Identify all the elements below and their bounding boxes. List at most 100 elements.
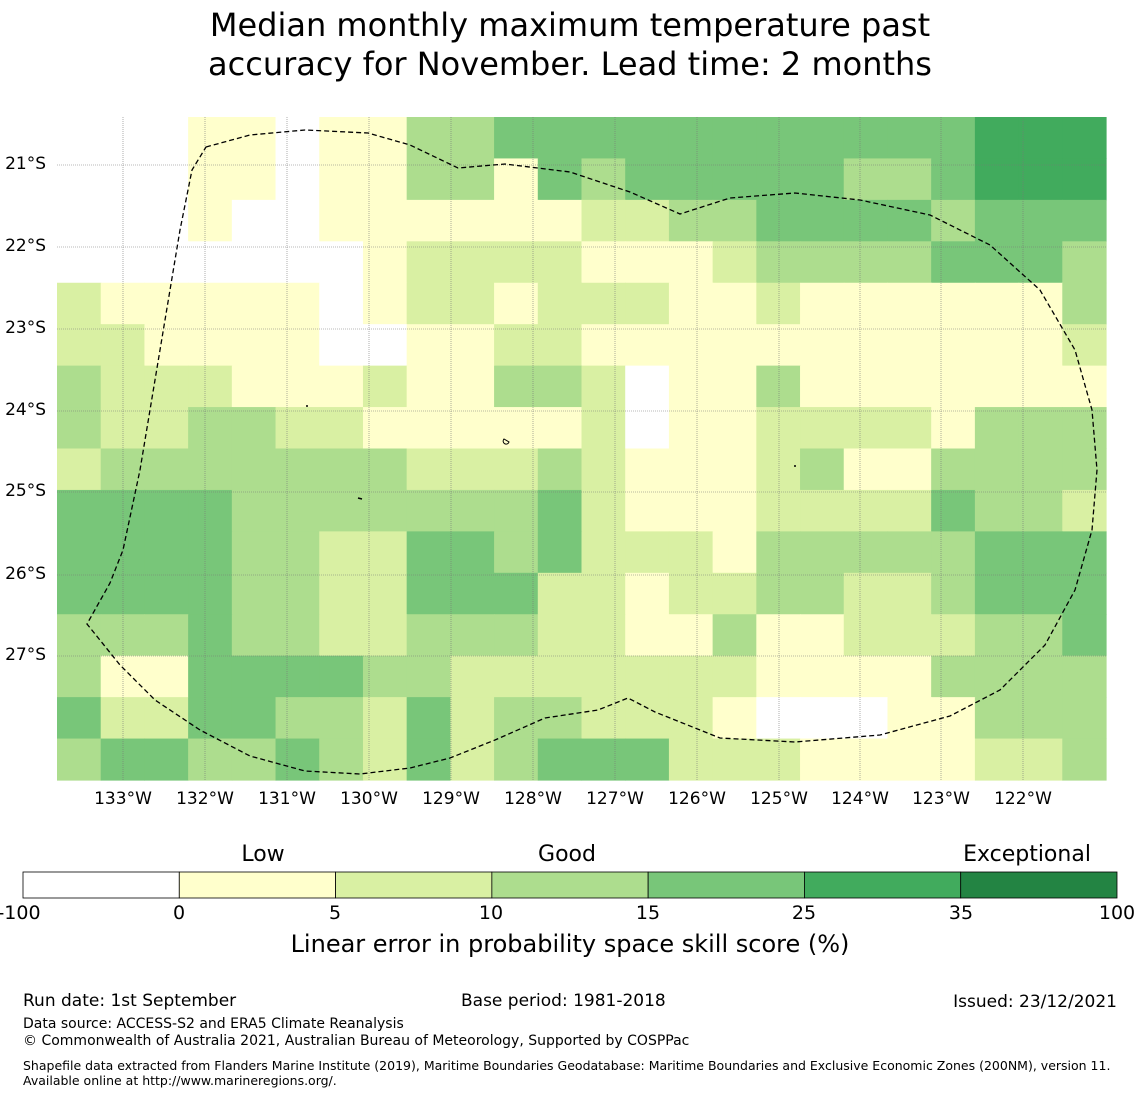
grid-cell: [1018, 531, 1063, 574]
grid-cell: [57, 241, 102, 284]
grid-cell: [144, 365, 189, 408]
grid-cell: [494, 448, 539, 491]
grid-cell: [188, 655, 233, 698]
grid-cell: [1062, 407, 1107, 450]
grid-cell: [100, 697, 146, 740]
grid-cell: [406, 655, 451, 698]
grid-cell: [275, 572, 320, 615]
grid-cell: [362, 531, 408, 574]
lat-label: 23°S: [5, 318, 46, 338]
grid-cell: [494, 489, 539, 532]
grid-cell: [231, 324, 277, 367]
grid-cell: [319, 614, 364, 657]
grid-cell: [712, 738, 757, 781]
grid-cell: [537, 158, 583, 201]
grid-cell: [319, 241, 364, 284]
grid-cell: [843, 655, 889, 698]
colorbar-segment: [804, 871, 962, 899]
grid-cell: [494, 282, 539, 325]
grid-cell: [625, 531, 670, 574]
colorbar-tick: 35: [948, 902, 974, 924]
grid-cell: [144, 531, 189, 574]
grid-cell: [494, 572, 539, 615]
grid-cell: [494, 199, 539, 242]
lon-label: 124°W: [831, 789, 889, 809]
grid-cell: [887, 448, 932, 491]
grid-cell: [362, 365, 408, 408]
island-markers: [306, 405, 796, 500]
grid-cell: [362, 199, 408, 242]
grid-cell: [57, 158, 102, 201]
grid-cell: [1018, 572, 1063, 615]
grid-cell: [494, 614, 539, 657]
grid-cell: [581, 489, 626, 532]
grid-cell: [625, 365, 670, 408]
grid-cell: [362, 324, 408, 367]
grid-cell: [450, 241, 495, 284]
grid-cell: [144, 158, 189, 201]
grid-cell: [625, 697, 670, 740]
grid-cell: [800, 531, 845, 574]
grid-cell: [800, 365, 845, 408]
grid-cell: [450, 448, 495, 491]
grid-cell: [144, 407, 189, 450]
chart-title: Median monthly maximum temperature past …: [0, 6, 1140, 84]
grid-cell: [231, 448, 277, 491]
grid-cell: [800, 697, 845, 740]
grid-cell: [319, 117, 364, 160]
grid-cell: [712, 655, 757, 698]
grid-cell: [406, 365, 451, 408]
grid-cell: [931, 117, 976, 160]
grid-cell: [406, 448, 451, 491]
grid-cell: [931, 241, 976, 284]
grid-cell: [887, 282, 932, 325]
grid-cell: [1018, 117, 1063, 160]
grid-cell: [231, 531, 277, 574]
grid-cell: [843, 324, 889, 367]
grid-cell: [712, 697, 757, 740]
grid-cell: [712, 489, 757, 532]
grid-cell: [712, 572, 757, 615]
grid-cell: [931, 199, 976, 242]
grid-cell: [625, 407, 670, 450]
grid-cell: [756, 697, 801, 740]
grid-cell: [581, 117, 626, 160]
grid-cell: [1018, 365, 1063, 408]
grid-cell: [974, 489, 1020, 532]
grid-cell: [581, 448, 626, 491]
grid-cell: [188, 365, 233, 408]
grid-cell: [625, 738, 670, 781]
grid-cell: [668, 407, 714, 450]
grid-cell: [668, 655, 714, 698]
grid-cell: [57, 199, 102, 242]
shapefile-attribution: Shapefile data extracted from Flanders M…: [23, 1058, 1111, 1088]
grid-cell: [362, 117, 408, 160]
grid-cell: [843, 572, 889, 615]
grid-cell: [144, 572, 189, 615]
lat-label: 26°S: [5, 564, 46, 584]
grid-cell: [887, 324, 932, 367]
colorbar-tick: 100: [1098, 902, 1136, 924]
lon-label: 130°W: [340, 789, 398, 809]
lon-label: 129°W: [422, 789, 480, 809]
grid-cell: [974, 158, 1020, 201]
grid-cell: [450, 199, 495, 242]
grid-cell: [231, 365, 277, 408]
grid-cell: [494, 241, 539, 284]
grid-cell: [231, 697, 277, 740]
colorbar-segment: [647, 871, 805, 899]
grid-cell: [931, 324, 976, 367]
grid-cell: [144, 241, 189, 284]
grid-cell: [581, 282, 626, 325]
grid-cell: [1018, 614, 1063, 657]
grid-cell: [537, 324, 583, 367]
grid-cell: [712, 407, 757, 450]
grid-cell: [231, 199, 277, 242]
grid-cell: [800, 282, 845, 325]
grid-cell: [581, 738, 626, 781]
grid-cell: [581, 407, 626, 450]
grid-cell: [712, 158, 757, 201]
grid-cell: [494, 697, 539, 740]
grid-cell: [57, 572, 102, 615]
grid-cell: [887, 365, 932, 408]
